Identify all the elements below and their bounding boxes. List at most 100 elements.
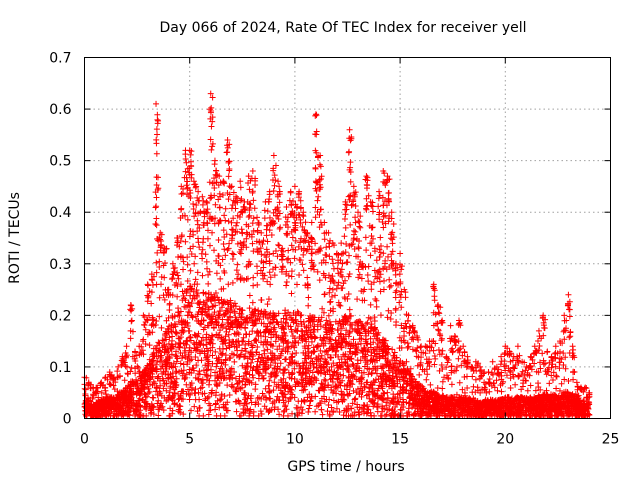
data-point [128,318,135,325]
data-point [324,408,331,415]
data-point [328,386,335,393]
data-point [186,309,193,316]
data-point [242,341,249,348]
data-point [152,221,159,228]
data-point [332,337,339,344]
data-point [305,348,312,355]
data-point [358,387,365,394]
data-point [277,387,284,394]
data-point [373,404,380,411]
data-point [310,326,317,333]
data-point [257,408,264,415]
data-point [328,328,335,335]
data-point [221,337,228,344]
data-point [227,184,234,191]
data-point [153,150,160,157]
data-point [239,378,246,385]
data-point [311,374,318,381]
data-point [333,383,340,390]
data-point [156,264,163,271]
data-point-peak [237,178,244,185]
data-point-peak [144,281,151,288]
data-point [186,344,193,351]
data-point [539,412,546,419]
data-point [186,347,193,354]
data-point [283,316,290,323]
data-point [339,339,346,346]
data-point [277,377,284,384]
data-point [231,308,238,315]
data-point [370,377,377,384]
data-point-peak [249,167,256,174]
data-point [204,235,211,242]
data-point [303,338,310,345]
data-point [369,386,376,393]
data-point [385,363,392,370]
data-point [255,310,262,317]
data-point [301,397,308,404]
data-point [200,326,207,333]
data-point [227,297,234,304]
data-point [217,275,224,282]
data-point [175,312,182,319]
data-point [201,348,208,355]
data-point [397,406,404,413]
data-point [559,393,566,400]
data-point [352,340,359,347]
data-point [287,323,294,330]
data-point [254,229,261,236]
data-point [302,379,309,386]
data-point [132,400,139,407]
data-point [97,412,104,419]
data-point [413,384,420,391]
data-point [187,292,194,299]
data-point [262,394,269,401]
data-point [238,320,245,327]
data-point [159,370,166,377]
data-point [302,219,309,226]
data-point [300,251,307,258]
data-point [364,379,371,386]
data-point [244,355,251,362]
data-point [305,409,312,416]
data-point [198,357,205,364]
data-point [183,381,190,388]
data-point [264,339,271,346]
data-point [191,281,198,288]
data-point [157,359,164,366]
data-point [207,319,214,326]
data-point [208,146,215,153]
data-point [326,335,333,342]
data-point [532,412,539,419]
data-point [135,388,142,395]
data-point [529,409,536,416]
data-point [415,401,422,408]
data-point [289,353,296,360]
data-point [174,272,181,279]
data-point [250,282,257,289]
data-point [349,381,356,388]
data-point [403,381,410,388]
data-point [219,321,226,328]
data-point [334,376,341,383]
data-point [265,296,272,303]
data-point [555,410,562,417]
data-point [439,400,446,407]
data-point [376,354,383,361]
data-point [198,377,205,384]
data-point [154,111,161,118]
data-point [231,358,238,365]
data-point [326,366,333,373]
data-point [139,382,146,389]
data-point [256,316,263,323]
data-point [173,330,180,337]
data-point [185,353,192,360]
data-point [244,377,251,384]
data-point [343,318,350,325]
data-point [86,402,93,409]
data-point [257,333,264,340]
data-point [234,261,241,268]
data-point [253,263,260,270]
data-point [174,355,181,362]
data-point [286,395,293,402]
